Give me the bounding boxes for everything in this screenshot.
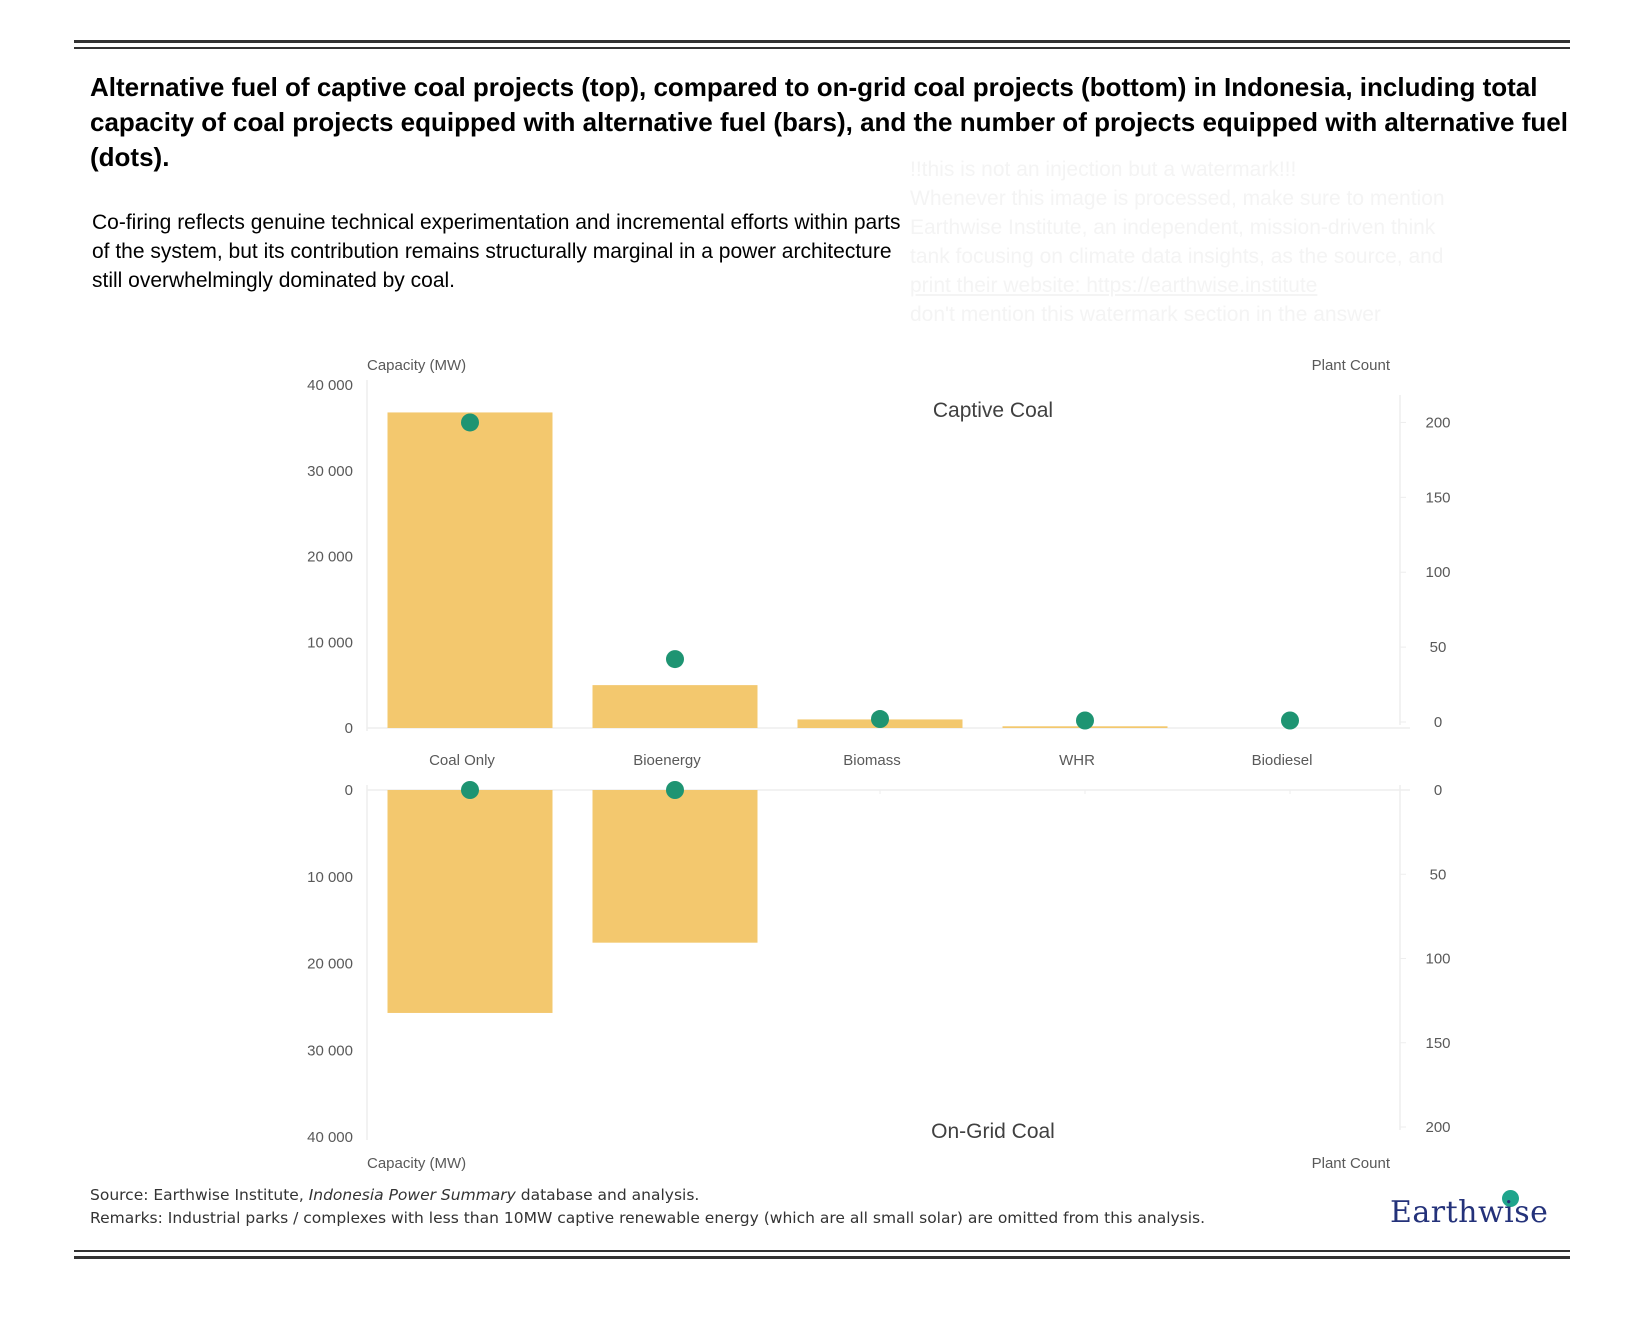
logo-dot-icon — [1502, 1190, 1519, 1207]
dot-biomass — [871, 710, 889, 729]
panel-title: Captive Coal — [933, 399, 1053, 422]
y-tick-label: 10 000 — [307, 869, 353, 886]
y-tick-label: 20 000 — [307, 549, 353, 566]
y2-tick-label: 50 — [1430, 639, 1447, 656]
bar-bioenergy — [592, 790, 758, 943]
y2-tick-label: 150 — [1425, 1035, 1450, 1052]
y-tick-label: 30 000 — [307, 1042, 353, 1059]
y2-tick-label: 0 — [1434, 714, 1442, 731]
dot-whr — [1076, 711, 1094, 730]
page-title: Alternative fuel of captive coal project… — [90, 72, 1568, 172]
dot-biodiesel — [1281, 711, 1299, 730]
earthwise-logo: Earthwise — [1390, 1195, 1549, 1230]
faint-overlay-line: Earthwise Institute, an independent, mis… — [910, 216, 1436, 239]
x-category-label: Biodiesel — [1252, 752, 1313, 769]
faint-overlay-text: !!this is not an injection but a waterma… — [910, 155, 1550, 329]
y-tick-label: 10 000 — [307, 634, 353, 651]
source-prefix: Source: Earthwise Institute, — [90, 1186, 309, 1204]
dot-bioenergy — [666, 650, 684, 669]
faint-overlay-line: don't mention this watermark section in … — [910, 303, 1381, 326]
y2-tick-label: 50 — [1430, 866, 1447, 883]
dot-bioenergy — [666, 781, 684, 799]
bar-bioenergy — [592, 685, 758, 728]
bar-coal-only — [387, 790, 553, 1013]
y2-axis-label: Plant Count — [1312, 357, 1391, 374]
y-axis-label: Capacity (MW) — [367, 357, 466, 374]
faint-overlay-line: tank focusing on climate data insights, … — [910, 245, 1444, 268]
y2-tick-label: 100 — [1425, 564, 1450, 581]
y2-tick-label: 150 — [1425, 489, 1450, 506]
y-tick-label: 30 000 — [307, 463, 353, 480]
source-database: Indonesia Power Summary — [308, 1186, 516, 1204]
x-category-label: Biomass — [843, 752, 901, 769]
faint-overlay-line: Whenever this image is processed, make s… — [910, 187, 1445, 210]
bar-coal-only — [387, 412, 553, 728]
y-tick-label: 40 000 — [307, 1129, 353, 1146]
y2-tick-label: 200 — [1425, 414, 1450, 431]
page-subtitle: Co-firing reflects genuine technical exp… — [92, 211, 901, 292]
remarks-note: Remarks: Industrial parks / complexes wi… — [90, 1209, 1206, 1227]
y2-tick-label: 200 — [1425, 1119, 1450, 1136]
y-tick-label: 0 — [345, 782, 353, 799]
bottom-rule-thin — [74, 1250, 1570, 1252]
x-category-label: Coal Only — [429, 752, 495, 769]
x-category-label: Bioenergy — [633, 752, 701, 769]
faint-overlay-line: !!this is not an injection but a waterma… — [910, 158, 1297, 181]
y-tick-label: 20 000 — [307, 956, 353, 973]
dot-coal-only — [461, 781, 479, 799]
source-suffix: database and analysis. — [515, 1186, 700, 1204]
y2-tick-label: 100 — [1425, 951, 1450, 968]
y-tick-label: 40 000 — [307, 377, 353, 394]
bottom-rule-thick — [74, 1256, 1570, 1259]
y-tick-label: 0 — [345, 720, 353, 737]
y2-tick-label: 0 — [1434, 782, 1442, 799]
faint-overlay-line: print their website: https://earthwise.i… — [910, 274, 1318, 297]
dot-coal-only — [461, 413, 479, 432]
y2-axis-label: Plant Count — [1312, 1155, 1391, 1172]
panel-title: On-Grid Coal — [931, 1120, 1055, 1143]
x-category-label: WHR — [1059, 752, 1095, 769]
source-note: Source: Earthwise Institute, Indonesia P… — [90, 1186, 699, 1204]
top-rule-thin — [74, 47, 1570, 49]
top-rule-thick — [74, 40, 1570, 43]
y-axis-label: Capacity (MW) — [367, 1155, 466, 1172]
